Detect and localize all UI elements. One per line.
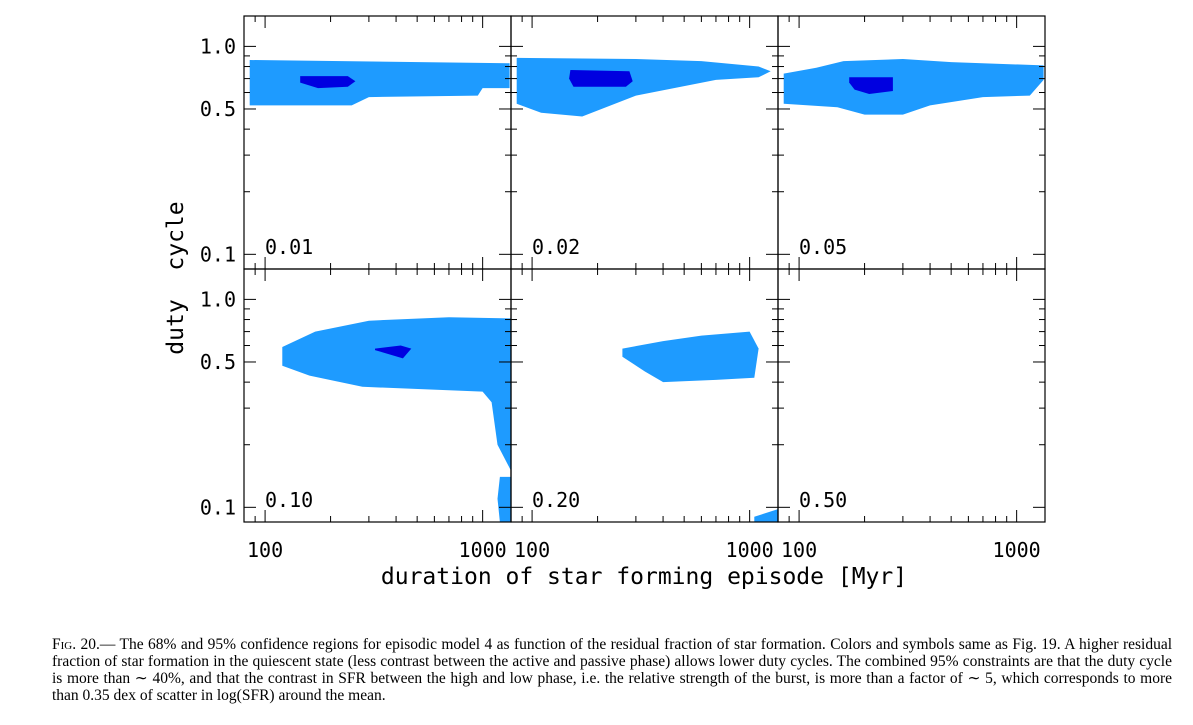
- panel-frame-3: [777, 15, 1046, 270]
- y-tick-label: 0.1: [200, 495, 236, 519]
- ticks-layer: [244, 16, 1045, 522]
- panel-frame-2: [510, 15, 779, 270]
- x-tick-label: 1000: [459, 538, 507, 562]
- y-axis-label-cycle: cycle: [163, 201, 189, 270]
- panels-layer: 0.01 0.02 0.05 0.10 0.20 0.50: [243, 15, 1046, 523]
- caption-figure-label: Fig. 20.: [52, 636, 100, 653]
- panel-residual-fraction-label: 0.50: [799, 488, 847, 512]
- panel-ticks-4: [244, 269, 511, 522]
- confidence-region-95-panel-1: [249, 60, 510, 106]
- panel-ticks-5: [511, 269, 778, 522]
- contour-figure: 0.01 0.02 0.050.10 0.20 0.50 100 1000 100 1000 1…: [163, 15, 1046, 590]
- confidence-region-68-panel-1: [300, 76, 356, 89]
- x-tick-label: 100: [514, 538, 550, 562]
- panel-residual-fraction-label: 0.10: [265, 488, 313, 512]
- confidence-region-95-panel-4: [497, 476, 511, 522]
- tick-labels-layer: 100 1000 100 1000 100 1000 0.1 0.5 1.0 0.1 0.5 1.0: [200, 34, 1041, 562]
- confidence-region-95-panel-3: [783, 59, 1044, 115]
- confidence-region-68-panel-3: [849, 77, 893, 94]
- confidence-region-95-panel-5: [622, 331, 759, 383]
- y-tick-label: 1.0: [200, 34, 236, 58]
- figure-caption: Fig. 20.— The 68% and 95% confidence reg…: [52, 636, 1172, 704]
- panel-2: 0.02: [510, 15, 779, 270]
- confidence-region-95-panel-5: [754, 509, 778, 522]
- panel-frame-4: [243, 268, 512, 523]
- x-tick-label: 1000: [993, 538, 1041, 562]
- panel-ticks-6: [778, 269, 1045, 522]
- x-axis-label: duration of star forming episode [Myr]: [381, 564, 907, 590]
- panel-5: 0.20: [510, 268, 779, 523]
- panel-residual-fraction-label: 0.05: [799, 235, 847, 259]
- panel-3: 0.05: [777, 15, 1046, 270]
- panel-6: 0.50: [777, 268, 1046, 523]
- x-tick-label: 100: [781, 538, 817, 562]
- y-axis-label-duty: duty: [163, 299, 189, 354]
- x-tick-label: 1000: [726, 538, 774, 562]
- confidence-region-68-panel-4: [375, 345, 412, 359]
- y-tick-label: 0.5: [200, 350, 236, 374]
- panel-frame-5: [510, 268, 779, 523]
- y-tick-label: 1.0: [200, 287, 236, 311]
- panel-4: 0.10: [243, 268, 512, 523]
- confidence-region-95-panel-2: [516, 57, 771, 117]
- y-tick-label: 0.5: [200, 97, 236, 121]
- caption-text: — The 68% and 95% confidence regions for…: [52, 636, 1173, 704]
- x-tick-label: 100: [247, 538, 283, 562]
- panel-frame-1: [243, 15, 512, 270]
- panel-frame-6: [777, 268, 1046, 523]
- panel-ticks-2: [511, 16, 778, 269]
- confidence-region-95-panel-4: [282, 317, 511, 471]
- panel-residual-fraction-label: 0.01: [265, 235, 313, 259]
- confidence-region-68-panel-2: [569, 70, 633, 87]
- panel-residual-fraction-label: 0.20: [532, 488, 580, 512]
- y-tick-label: 0.1: [200, 242, 236, 266]
- panel-ticks-3: [778, 16, 1045, 269]
- panel-1: 0.01: [243, 15, 512, 270]
- panel-ticks-1: [244, 16, 511, 269]
- panel-residual-fraction-label: 0.02: [532, 235, 580, 259]
